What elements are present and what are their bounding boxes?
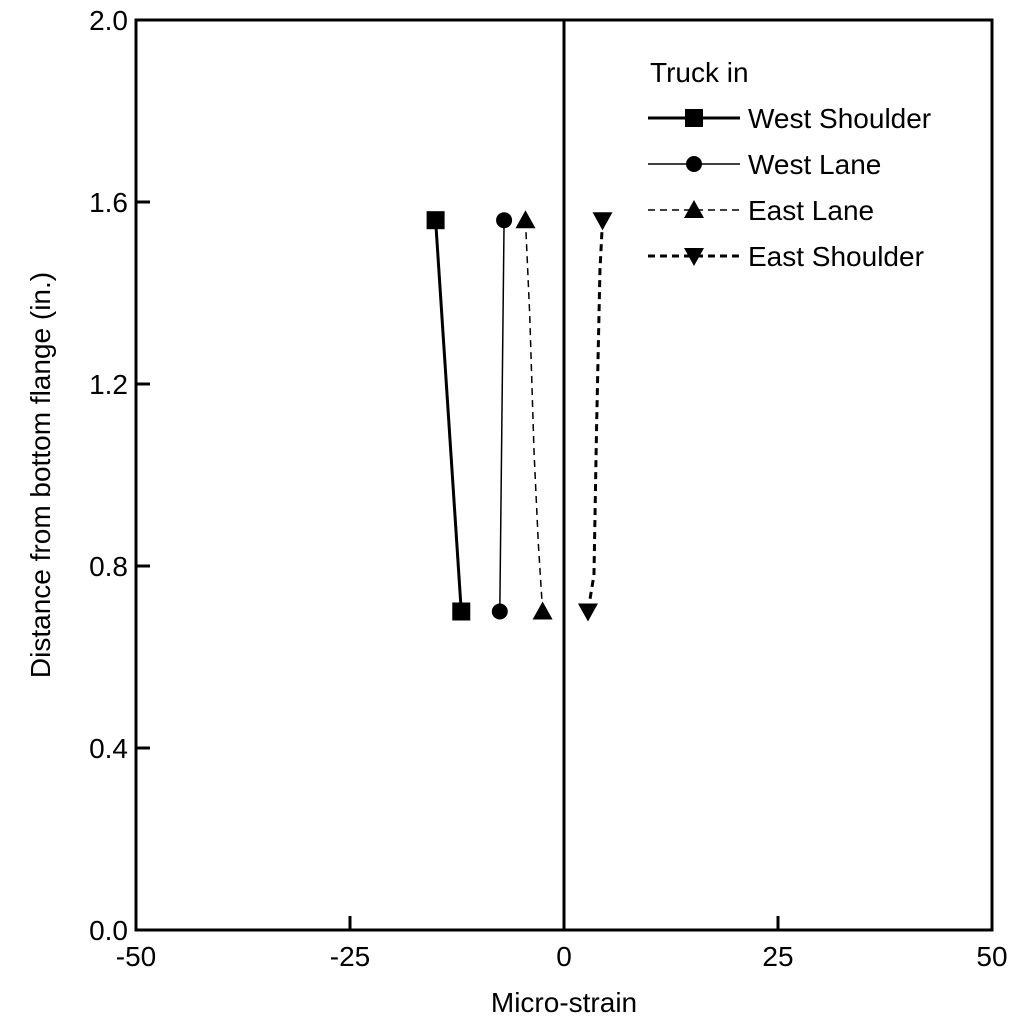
data-point bbox=[496, 212, 513, 229]
legend-marker bbox=[686, 156, 702, 172]
legend-entry: East Lane bbox=[648, 195, 874, 226]
x-tick-label: 50 bbox=[976, 941, 1007, 972]
series-line bbox=[524, 220, 544, 612]
legend-entry: East Shoulder bbox=[648, 241, 924, 272]
data-point bbox=[491, 603, 508, 620]
x-tick-label: 25 bbox=[762, 941, 793, 972]
legend-entry: West Shoulder bbox=[648, 103, 931, 134]
data-point bbox=[426, 211, 445, 230]
x-tick-label: -50 bbox=[116, 941, 156, 972]
legend: Truck in West Shoulder West Lane East Lane E… bbox=[648, 57, 931, 272]
series-1 bbox=[491, 212, 513, 620]
data-point bbox=[592, 212, 613, 231]
data-point bbox=[515, 210, 536, 229]
series-line bbox=[586, 220, 605, 612]
legend-marker bbox=[685, 109, 703, 127]
series-2 bbox=[515, 210, 553, 620]
series-0 bbox=[426, 211, 471, 621]
y-tick-label: 1.6 bbox=[89, 187, 128, 218]
series-line bbox=[434, 220, 463, 612]
legend-label: East Lane bbox=[748, 195, 874, 226]
series-line bbox=[499, 220, 505, 612]
series-group bbox=[426, 210, 613, 622]
x-axis: -50 -25 0 25 50 bbox=[116, 916, 1008, 972]
legend-marker bbox=[684, 200, 704, 218]
y-axis: 0.0 0.4 0.8 1.2 1.6 2.0 bbox=[89, 5, 150, 946]
y-tick-label: 0.0 bbox=[89, 915, 128, 946]
y-tick-label: 0.8 bbox=[89, 551, 128, 582]
x-axis-title: Micro-strain bbox=[491, 987, 637, 1018]
y-tick-label: 2.0 bbox=[89, 5, 128, 36]
legend-label: West Shoulder bbox=[748, 103, 931, 134]
legend-label: East Shoulder bbox=[748, 241, 924, 272]
data-point bbox=[577, 603, 598, 622]
y-axis-title: Distance from bottom flange (in.) bbox=[25, 272, 56, 678]
legend-label: West Lane bbox=[748, 149, 881, 180]
y-tick-label: 0.4 bbox=[89, 733, 128, 764]
data-point bbox=[452, 602, 471, 621]
legend-marker bbox=[684, 248, 704, 266]
x-tick-label: 0 bbox=[556, 941, 572, 972]
series-3 bbox=[577, 212, 613, 622]
data-point bbox=[532, 601, 553, 620]
legend-title: Truck in bbox=[650, 57, 749, 88]
y-tick-label: 1.2 bbox=[89, 369, 128, 400]
x-tick-label: -25 bbox=[330, 941, 370, 972]
legend-entry: West Lane bbox=[648, 149, 881, 180]
